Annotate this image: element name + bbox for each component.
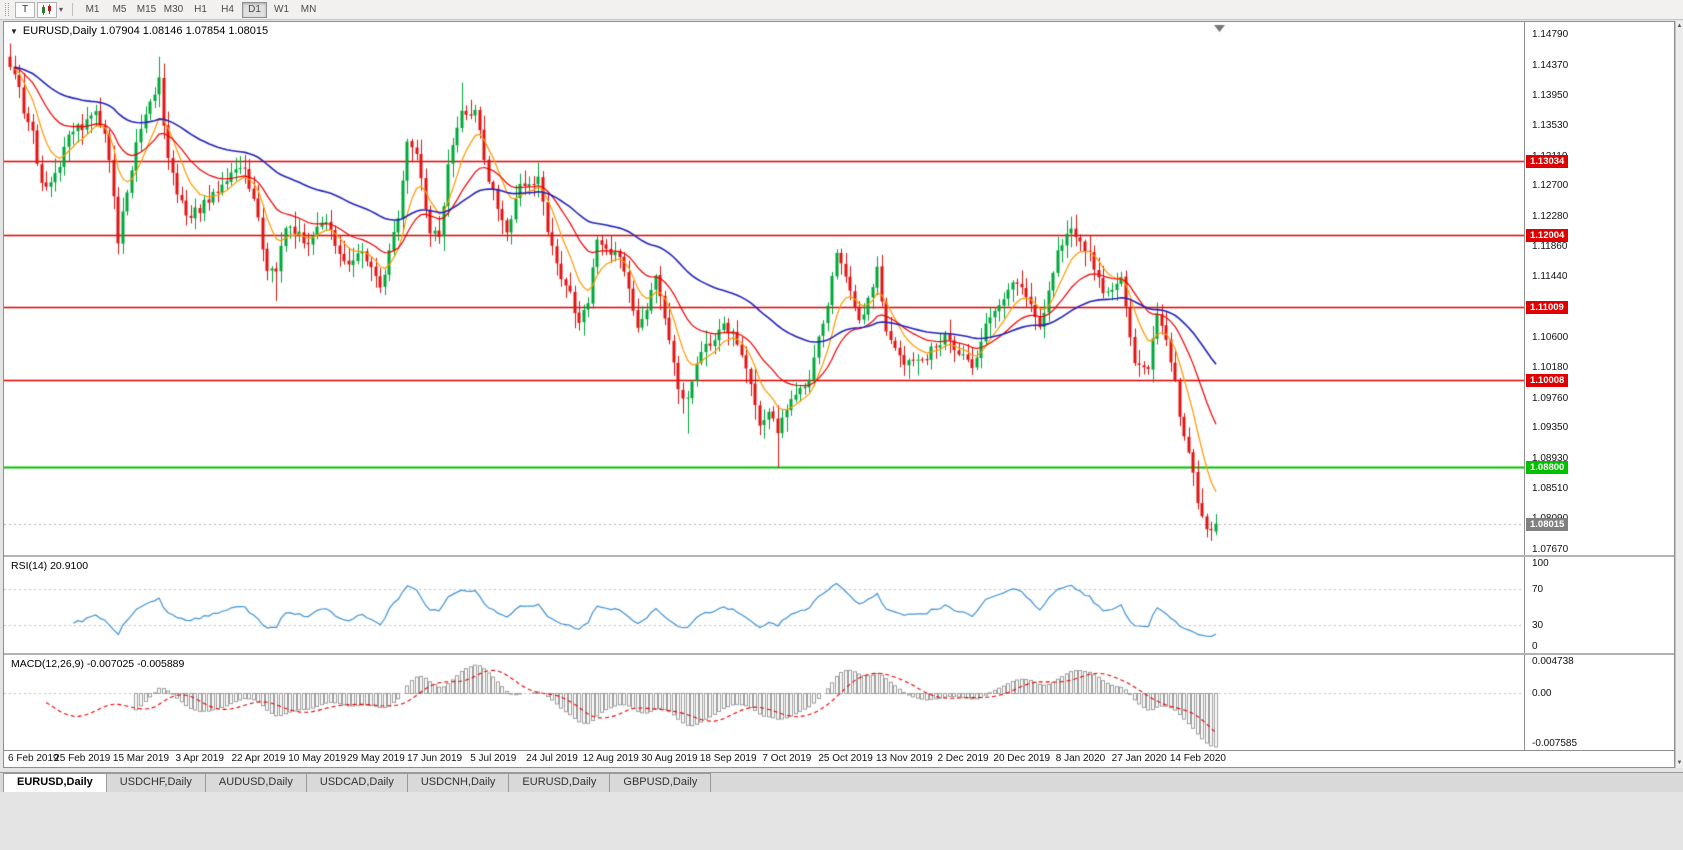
date-tick-label: 30 Aug 2019 — [641, 753, 698, 764]
date-tick-label: 29 May 2019 — [346, 753, 405, 764]
date-tick-label: 20 Dec 2019 — [993, 753, 1051, 764]
main-price-panel: ▼ EURUSD,Daily 1.07904 1.08146 1.07854 1.… — [4, 22, 1674, 555]
period-button-mn[interactable]: MN — [300, 4, 317, 15]
rsi-tick-label: 100 — [1532, 558, 1549, 569]
panel-splitter[interactable] — [4, 653, 1674, 655]
date-tick-label: 3 Apr 2019 — [175, 753, 224, 764]
price-level-tag[interactable]: 1.12004 — [1526, 229, 1569, 243]
panel-splitter[interactable] — [4, 555, 1674, 557]
period-buttons-group: M1 M5 M15 M30 H1 H4 D1 W1 MN — [79, 1, 322, 18]
chart-tab-4-usdcnh-daily[interactable]: USDCNH,Daily — [406, 773, 510, 792]
scroll-up-icon[interactable]: ▲ — [1676, 23, 1683, 29]
scroll-down-icon[interactable]: ▼ — [1676, 760, 1683, 766]
period-button-m1[interactable]: M1 — [85, 4, 100, 15]
date-tick-label: 5 Jul 2019 — [470, 753, 517, 764]
period-button-d1[interactable]: D1 — [242, 1, 268, 18]
price-tick-label: 1.08930 — [1532, 452, 1569, 464]
chart-tab-6-gbpusd-daily[interactable]: GBPUSD,Daily — [609, 773, 712, 792]
chart-tab-0-eurusd-daily[interactable]: EURUSD,Daily — [3, 773, 107, 792]
date-tick-label: 12 Aug 2019 — [582, 753, 639, 764]
price-axis[interactable]: 1.147901.143701.139501.135301.131101.127… — [1524, 22, 1674, 555]
rsi-tick-label: 70 — [1532, 584, 1544, 596]
date-tick-label: 15 Mar 2019 — [112, 753, 170, 764]
text-tool-button[interactable]: T — [15, 1, 35, 18]
rsi-panel: RSI(14) 20.9100 100 70 30 0 — [4, 557, 1674, 653]
vertical-scrollbar[interactable]: ▲ ▼ — [1675, 21, 1683, 768]
macd-tick-label: -0.007585 — [1532, 738, 1578, 749]
period-button-m30[interactable]: M30 — [163, 4, 184, 15]
date-tick-label: 6 Feb 2019 — [8, 753, 59, 764]
price-tick-label: 1.09760 — [1532, 392, 1569, 404]
chart-tabs-bar: EURUSD,Daily USDCHF,Daily AUDUSD,Daily USDC… — [0, 772, 1683, 792]
date-tick-label: 17 Jun 2019 — [407, 753, 463, 764]
chart-title-text: EURUSD,Daily 1.07904 1.08146 1.07854 1.0… — [22, 25, 269, 37]
price-tick-label: 1.12700 — [1532, 180, 1569, 192]
date-tick-label: 8 Jan 2020 — [1055, 753, 1106, 764]
macd-indicator-label: MACD(12,26,9) -0.007025 -0.005889 — [11, 658, 185, 670]
chart-tab-2-audusd-daily[interactable]: AUDUSD,Daily — [204, 773, 307, 792]
price-level-tag[interactable]: 1.11009 — [1526, 301, 1568, 315]
macd-chart-canvas[interactable] — [4, 655, 1524, 750]
period-button-h4[interactable]: H4 — [221, 4, 234, 15]
price-level-tag[interactable]: 1.08800 — [1526, 460, 1569, 474]
macd-panel: MACD(12,26,9) -0.007025 -0.005889 0.0047… — [4, 655, 1674, 750]
chart-style-button[interactable] — [37, 1, 57, 18]
rsi-indicator-label: RSI(14) 20.9100 — [11, 560, 89, 572]
top-toolbar: T ▾ M1 M5 M15 M30 H1 H4 D1 W1 MN — [0, 0, 1683, 20]
macd-tick-label: 0.00 — [1532, 687, 1552, 699]
price-tick-label: 1.07670 — [1532, 543, 1569, 555]
macd-axis: 0.004738 0.00 -0.007585 — [1524, 655, 1674, 750]
price-tick-label: 1.12280 — [1532, 210, 1569, 222]
date-tick-label: 25 Oct 2019 — [818, 753, 873, 764]
period-button-m5[interactable]: M5 — [112, 4, 127, 15]
collapse-icon[interactable]: ▼ — [10, 27, 18, 36]
price-tick-label: 1.09350 — [1532, 422, 1569, 434]
price-level-tag[interactable]: 1.10008 — [1526, 373, 1569, 387]
chart-title: ▼ EURUSD,Daily 1.07904 1.08146 1.07854 1.… — [10, 25, 268, 37]
date-tick-label: 24 Jul 2019 — [526, 753, 578, 764]
price-tick-label: 1.13530 — [1532, 120, 1569, 132]
price-tick-label: 1.14370 — [1532, 59, 1569, 71]
price-tick-label: 1.08510 — [1532, 482, 1569, 494]
chart-tab-5-eurusd-daily[interactable]: EURUSD,Daily — [508, 773, 611, 792]
period-button-m15[interactable]: M15 — [136, 4, 157, 15]
price-tick-label: 1.11440 — [1532, 271, 1568, 283]
date-tick-label: 27 Jan 2020 — [1111, 753, 1167, 764]
chart-tab-3-usdcad-daily[interactable]: USDCAD,Daily — [305, 773, 408, 792]
toolbar-separator — [72, 3, 74, 16]
price-tick-label: 1.14790 — [1532, 29, 1569, 41]
price-tick-label: 1.11860 — [1532, 240, 1568, 252]
rsi-tick-label: 30 — [1532, 619, 1544, 631]
date-tick-label: 25 Feb 2019 — [54, 753, 111, 764]
date-tick-label: 2 Dec 2019 — [937, 753, 989, 764]
dropdown-caret-icon[interactable]: ▾ — [59, 5, 64, 14]
price-level-tag[interactable]: 1.08015 — [1526, 517, 1569, 531]
time-axis[interactable]: 6 Feb 2019 25 Feb 2019 15 Mar 2019 3 Apr 20… — [4, 750, 1674, 767]
date-tick-label: 14 Feb 2020 — [1169, 753, 1227, 764]
date-tick-label: 13 Nov 2019 — [875, 753, 933, 764]
chart-window: ▼ EURUSD,Daily 1.07904 1.08146 1.07854 1.… — [3, 21, 1675, 768]
price-chart-canvas[interactable] — [4, 22, 1524, 555]
date-tick-label: 18 Sep 2019 — [699, 753, 757, 764]
price-level-tag[interactable]: 1.13034 — [1526, 155, 1569, 169]
date-tick-label: 7 Oct 2019 — [762, 753, 812, 764]
date-tick-label: 22 Apr 2019 — [231, 753, 286, 764]
price-tick-label: 1.10600 — [1532, 331, 1569, 343]
toolbar-grip[interactable] — [5, 3, 9, 16]
price-tick-label: 1.13950 — [1532, 89, 1569, 101]
candlestick-style-icon — [42, 4, 51, 15]
price-tick-label: 1.10180 — [1532, 362, 1569, 374]
macd-tick-label: 0.004738 — [1532, 656, 1574, 667]
rsi-chart-canvas[interactable] — [4, 557, 1524, 653]
chart-tab-1-usdchf-daily[interactable]: USDCHF,Daily — [105, 773, 206, 792]
rsi-tick-label: 0 — [1532, 641, 1538, 652]
period-button-w1[interactable]: W1 — [274, 4, 290, 15]
date-tick-label: 10 May 2019 — [288, 753, 347, 764]
rsi-axis: 100 70 30 0 — [1524, 557, 1674, 653]
period-button-h1[interactable]: H1 — [194, 4, 207, 15]
